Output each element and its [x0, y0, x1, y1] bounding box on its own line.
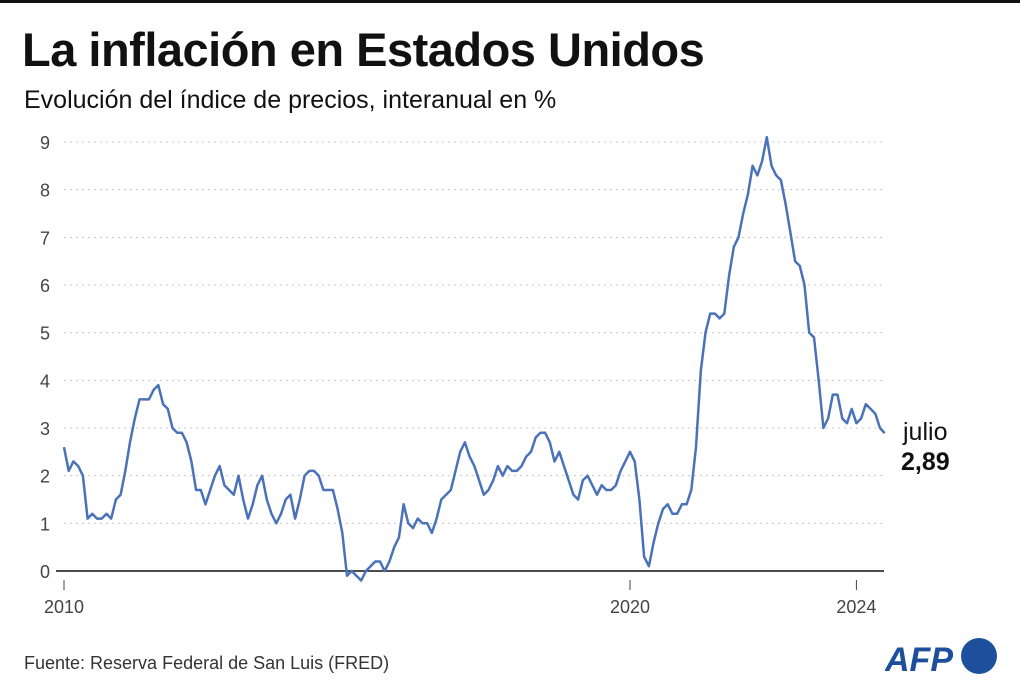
y-tick-label: 3	[40, 419, 50, 439]
afp-logo-text: AFP	[885, 641, 953, 678]
y-tick-label: 7	[40, 228, 50, 248]
last-point-value-label: 2,89	[901, 448, 950, 476]
top-rule	[0, 0, 1020, 3]
series-line-cpi	[62, 135, 886, 582]
source-note: Fuente: Reserva Federal de San Luis (FRE…	[24, 653, 390, 673]
last-point-month-label: julio	[903, 418, 948, 446]
y-tick-label: 5	[40, 324, 50, 344]
afp-logo: AFP	[885, 638, 997, 678]
x-tick-label: 2024	[836, 597, 876, 617]
y-tick-label: 6	[40, 276, 50, 296]
x-tick-label: 2020	[610, 597, 650, 617]
x-tick-label: 2010	[44, 597, 84, 617]
afp-logo-circle	[961, 638, 997, 674]
chart-subtitle: Evolución del índice de precios, interan…	[24, 86, 557, 114]
y-tick-label: 9	[40, 133, 50, 153]
y-tick-label: 1	[40, 514, 50, 534]
y-tick-label: 2	[40, 467, 50, 487]
y-tick-label: 4	[40, 371, 50, 391]
chart-title: La inflación en Estados Unidos	[22, 23, 705, 76]
y-tick-label: 8	[40, 181, 50, 201]
y-tick-label: 0	[40, 562, 50, 582]
